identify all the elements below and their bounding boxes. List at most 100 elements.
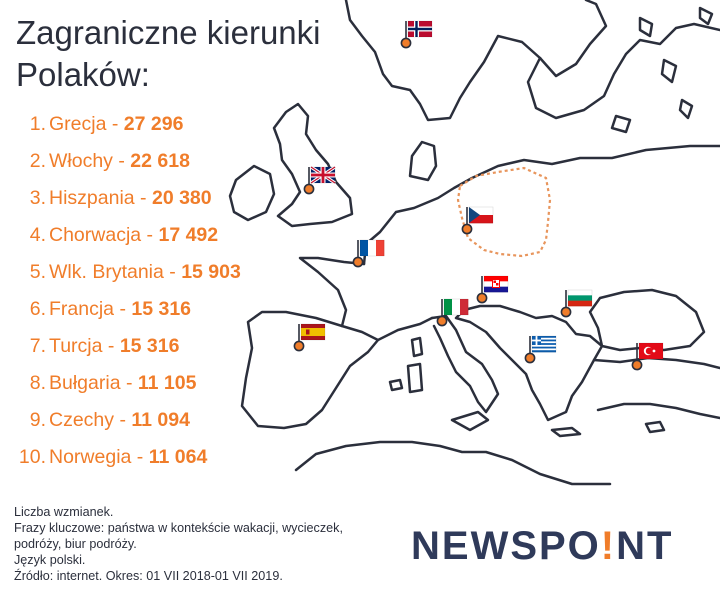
- rank-number: 9.: [29, 409, 46, 431]
- rank-item: 4. Chorwacja - 17 492: [12, 220, 241, 257]
- iberia-outline: [240, 310, 380, 430]
- rank-number: 10.: [18, 446, 46, 468]
- pin-dot: [524, 352, 536, 364]
- spain-flag-pin: [293, 323, 326, 352]
- mention-count: 11 094: [131, 409, 190, 431]
- footnote-line: Frazy kluczowe: państwa w kontekście wak…: [14, 521, 343, 535]
- country-name: Wlk. Brytania: [49, 261, 164, 283]
- italy-flag-icon: [443, 298, 469, 316]
- rank-number: 4.: [29, 224, 46, 246]
- pin-dot: [352, 256, 364, 268]
- country-name: Turcja: [49, 335, 103, 357]
- page-title: Zagraniczne kierunki Polaków:: [16, 12, 320, 96]
- pin-dot: [461, 223, 473, 235]
- estonia-outline: [610, 114, 632, 134]
- black-sea: [588, 288, 706, 352]
- turkey-flag-icon: [638, 342, 664, 360]
- rank-item: 3. Hiszpania - 20 380: [12, 183, 241, 220]
- logo-text-start: NEWSPO: [411, 524, 601, 568]
- rank-item: 5. Wlk. Brytania - 15 903: [12, 257, 241, 294]
- rank-item: 10. Norwegia - 11 064: [12, 442, 241, 479]
- country-name: Francja: [49, 298, 115, 320]
- rank-item: 7. Turcja - 15 316: [12, 331, 241, 368]
- north-africa-coast: [294, 440, 612, 486]
- spain-flag-icon: [300, 323, 326, 341]
- croatia-flag-pin: [476, 275, 509, 304]
- country-name: Norwegia: [49, 446, 132, 468]
- title-line-2: Polaków:: [16, 56, 150, 93]
- newspoint-logo: NEWSPO!NT: [411, 524, 673, 569]
- norway-flag-pin: [400, 20, 433, 49]
- country-name: Grecja: [49, 113, 107, 135]
- balearic-island: [388, 378, 404, 392]
- pin-dot: [631, 359, 643, 371]
- logo-text-end: NT: [616, 524, 674, 568]
- france-west-coast: [298, 256, 366, 328]
- ireland-outline: [228, 164, 276, 222]
- baltic-islands-1: [638, 16, 654, 38]
- mention-count: 11 064: [148, 446, 208, 468]
- logo-accent: !: [600, 524, 617, 568]
- uk-flag-pin: [303, 165, 336, 195]
- mention-count: 15 903: [181, 261, 241, 283]
- baltic-islands-3: [678, 98, 694, 120]
- bulgaria-flag-icon: [567, 289, 593, 307]
- croatia-flag-icon: [483, 275, 509, 293]
- rank-item: 8. Bułgaria - 11 105: [12, 368, 241, 405]
- baltic-islands-4: [698, 6, 714, 26]
- rank-number: 6.: [29, 298, 46, 320]
- france-flag-icon: [359, 239, 385, 257]
- rank-number: 3.: [29, 187, 46, 209]
- italy-flag-pin: [436, 298, 469, 327]
- footnote-line: podróży, biur podróży.: [14, 537, 137, 551]
- country-name: Czechy: [49, 409, 115, 431]
- rank-number: 1.: [29, 113, 46, 135]
- rank-number: 5.: [29, 261, 46, 283]
- turkey-flag-pin: [631, 342, 664, 371]
- mention-count: 20 380: [151, 187, 212, 209]
- pin-dot: [560, 306, 572, 318]
- mention-count: 22 618: [130, 150, 190, 172]
- greece-flag-pin: [524, 335, 557, 364]
- mention-count: 15 316: [131, 298, 192, 320]
- adriatic-balkans: [454, 304, 604, 422]
- pin-dot: [400, 37, 412, 49]
- pin-dot: [293, 340, 305, 352]
- rank-number: 7.: [29, 335, 46, 357]
- sardinia: [406, 362, 424, 394]
- footnote-line: Liczba wzmianek.: [14, 505, 114, 519]
- rank-item: 1. Grecja - 27 296: [12, 109, 241, 146]
- country-outlines: [228, 0, 720, 486]
- continent-north-coast: [362, 144, 720, 266]
- france-flag-pin: [352, 239, 385, 268]
- finland-russia-coast: [526, 22, 720, 120]
- greece-flag-icon: [531, 335, 557, 353]
- methodology-notes: Liczba wzmianek. Frazy kluczowe: państwa…: [14, 504, 414, 584]
- rank-item: 9. Czechy - 11 094: [12, 405, 241, 442]
- cyprus: [644, 420, 666, 434]
- czech-flag-pin: [461, 206, 494, 235]
- pin-dot: [303, 183, 315, 195]
- uk-flag-icon: [310, 165, 336, 185]
- poland-outline: [456, 166, 552, 258]
- rank-number: 2.: [29, 150, 46, 172]
- pin-dot: [436, 315, 448, 327]
- france-south-coast: [376, 316, 434, 342]
- rank-number: 8.: [29, 372, 46, 394]
- mention-count: 17 492: [158, 224, 219, 246]
- country-name: Bułgaria: [49, 372, 121, 394]
- great-britain-outline: [272, 102, 354, 228]
- mention-count: 11 105: [137, 372, 197, 394]
- crete: [550, 426, 582, 438]
- norway-flag-icon: [407, 20, 433, 38]
- footnote-line: Język polski.: [14, 553, 86, 567]
- baltic-islands-2: [660, 58, 678, 84]
- rank-item: 6. Francja - 15 316: [12, 294, 241, 331]
- bulgaria-flag-pin: [560, 289, 593, 318]
- country-name: Włochy: [49, 150, 113, 172]
- denmark-outline: [408, 140, 438, 182]
- country-name: Chorwacja: [49, 224, 142, 246]
- anatolia-south: [596, 402, 720, 420]
- pin-dot: [476, 292, 488, 304]
- rank-item: 2. Włochy - 22 618: [12, 146, 241, 183]
